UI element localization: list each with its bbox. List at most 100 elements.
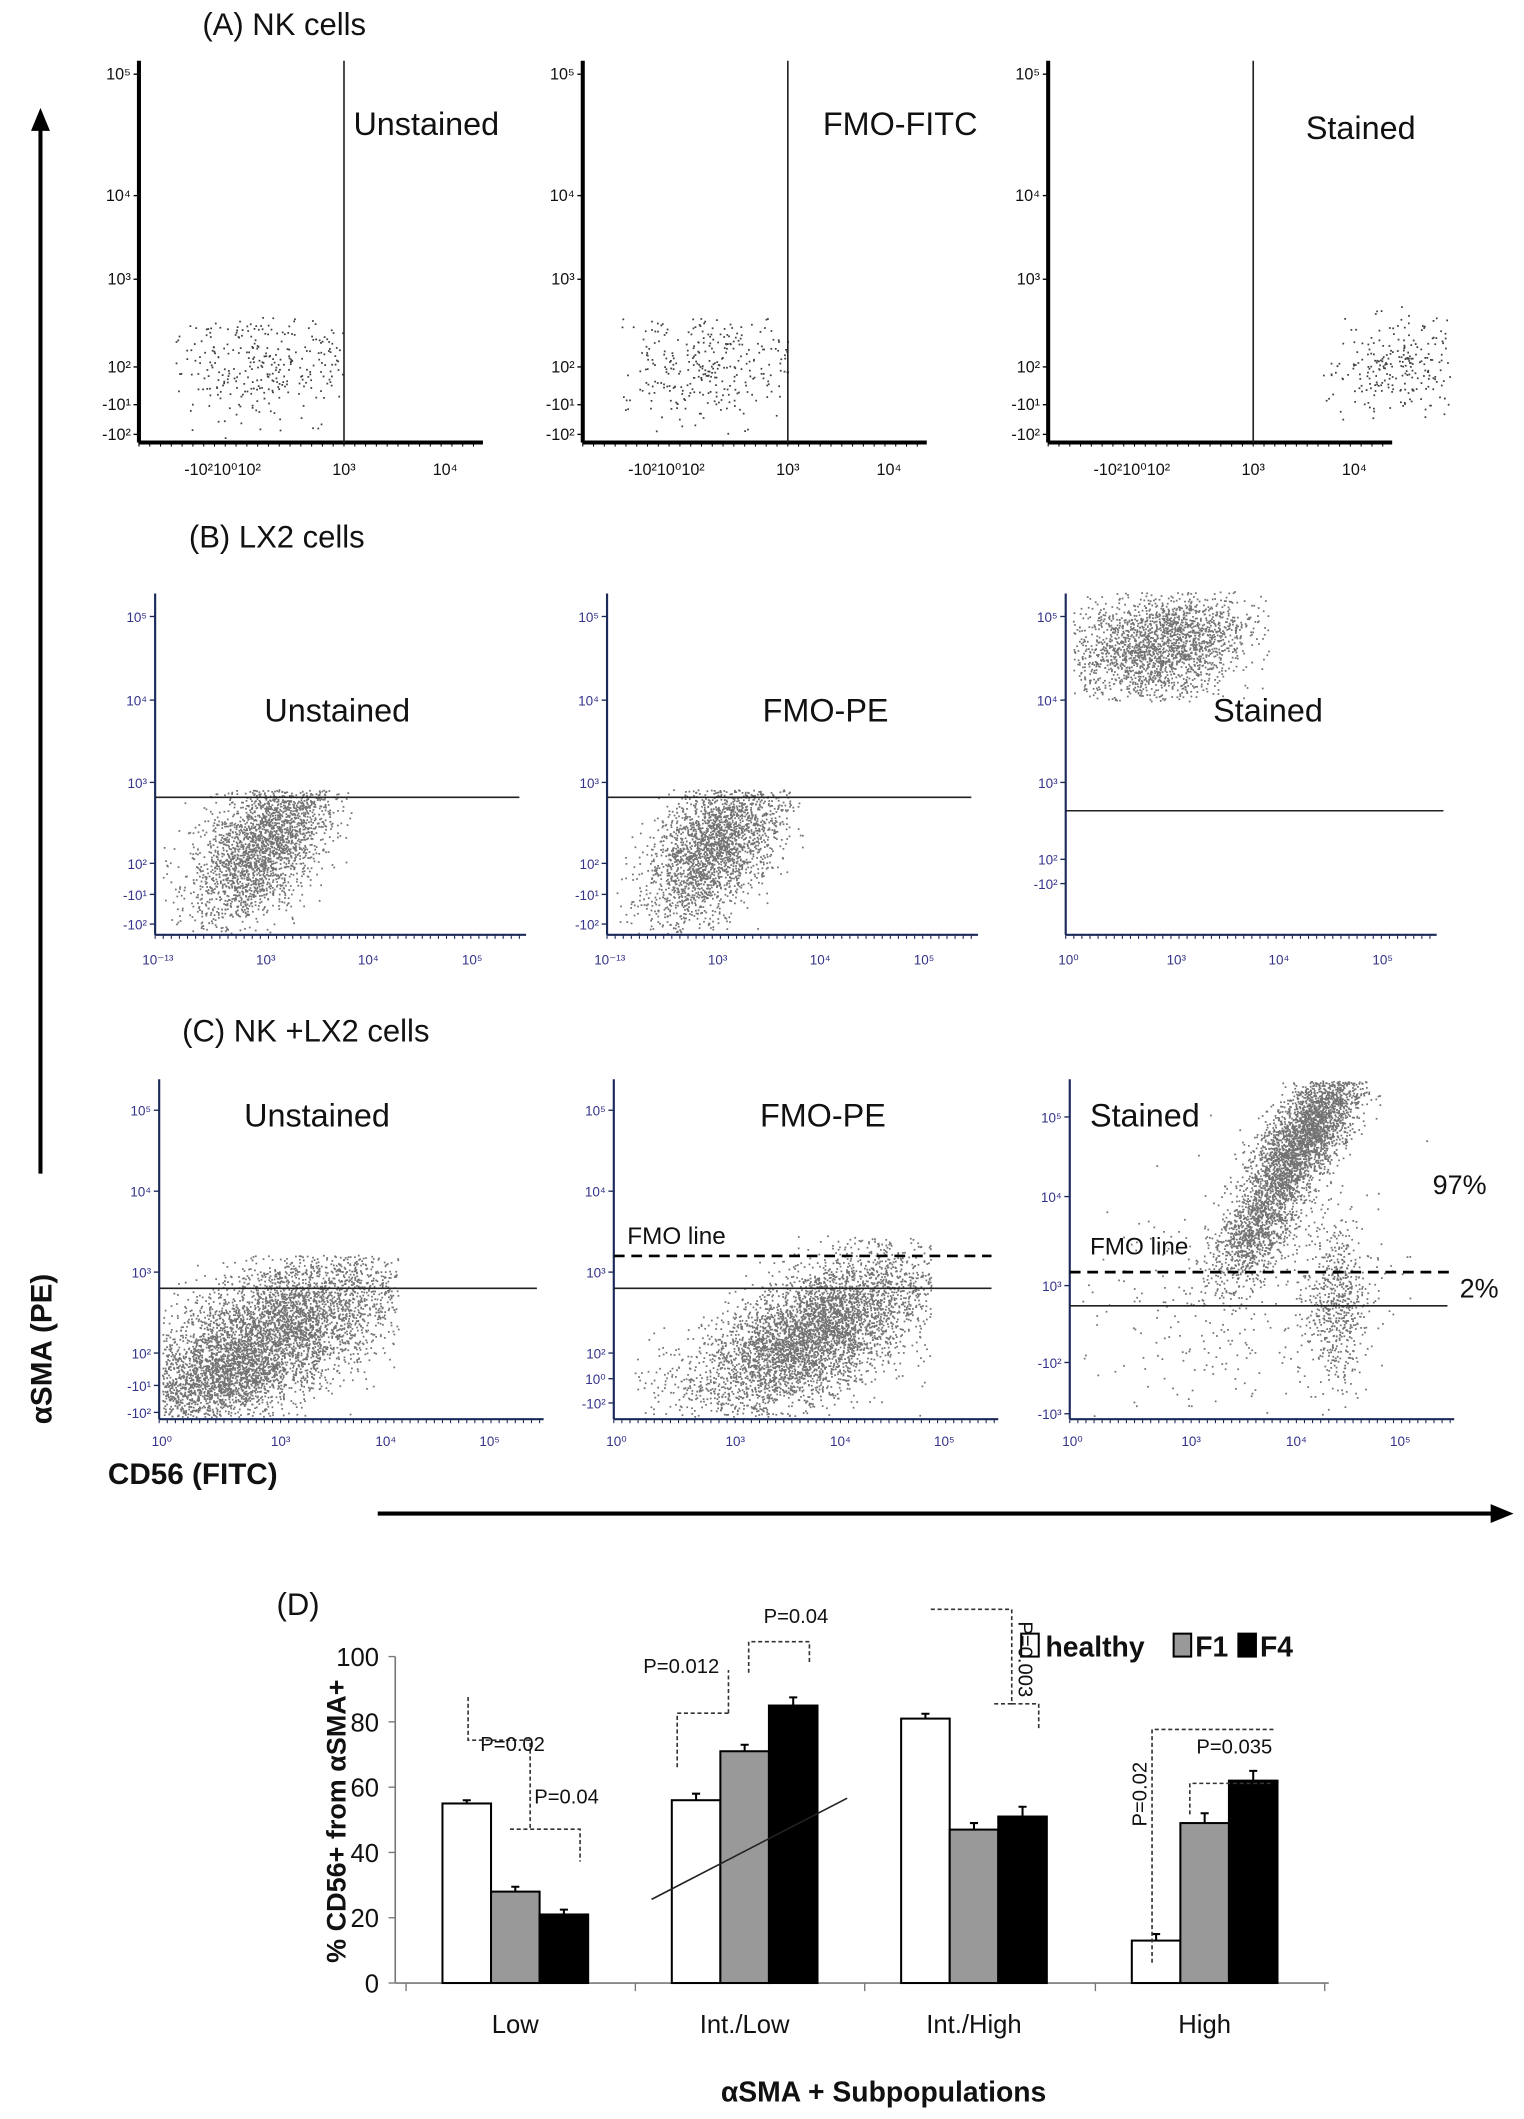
y-tick-label: 10⁵ bbox=[1041, 1110, 1062, 1125]
error-bar bbox=[969, 1822, 979, 1830]
significance-bracket bbox=[1189, 1782, 1274, 1815]
significance-bracket bbox=[1151, 1728, 1274, 1963]
stray-line bbox=[651, 1797, 848, 1901]
bar-y-tick-label: 60 bbox=[351, 1775, 380, 1803]
error-bar bbox=[1018, 1805, 1027, 1817]
y-tick-label: 10³ bbox=[107, 271, 131, 289]
y-tick-label: 10⁴ bbox=[130, 1185, 151, 1200]
fmo-line-label: FMO line bbox=[627, 1223, 725, 1250]
y-tick-label: -10² bbox=[575, 917, 599, 932]
x-tick-label: 10⁴ bbox=[375, 1434, 396, 1449]
y-tick-label: 10⁴ bbox=[1037, 694, 1058, 709]
y-tick-label: 10⁴ bbox=[578, 694, 599, 709]
panel-d-title: (D) bbox=[277, 1587, 320, 1622]
x-axis-title: CD56 (FITC) bbox=[108, 1458, 278, 1491]
bar-y-tick-label: 100 bbox=[336, 1644, 379, 1672]
y-tick-label: 10⁵ bbox=[1037, 610, 1058, 625]
error-bar bbox=[921, 1712, 930, 1719]
legend-swatch-f4 bbox=[1237, 1632, 1257, 1658]
panel-b-title: (B) LX2 cells bbox=[189, 520, 365, 555]
significance-bracket bbox=[747, 1640, 811, 1673]
bar-f4-0 bbox=[538, 1913, 590, 1985]
y-tick-label: 10² bbox=[107, 358, 131, 376]
y-tick-label: 10³ bbox=[132, 1266, 152, 1281]
error-bar bbox=[692, 1792, 701, 1801]
scatter-points bbox=[175, 317, 344, 439]
y-tick-label: 10⁴ bbox=[106, 187, 131, 205]
bar-healthy-0 bbox=[441, 1802, 493, 1985]
bar-category-label: Int./High bbox=[926, 2011, 1021, 2039]
y-tick-label: 10² bbox=[1038, 853, 1058, 868]
y-tick-label: 10⁰ bbox=[585, 1372, 605, 1387]
y-tick-label: -10² bbox=[127, 1406, 151, 1421]
y-tick-label: 10⁵ bbox=[578, 610, 599, 625]
plot-label: FMO-FITC bbox=[823, 106, 978, 142]
y-tick-label: 10² bbox=[586, 1346, 606, 1361]
y-tick-label: -10¹ bbox=[575, 888, 599, 903]
flow-plot-0-1: 10⁵ 10⁴ 10³ 10² -10¹ -10² -10²10⁰10² 10³ 10⁴ FMO-… bbox=[546, 60, 978, 479]
y-tick-label: -10¹ bbox=[102, 396, 131, 414]
y-tick-label: 10⁵ bbox=[585, 1104, 606, 1119]
scatter-points bbox=[1072, 591, 1270, 703]
p-value-label: P=0.012 bbox=[643, 1656, 719, 1678]
y-tick-label: -10² bbox=[102, 426, 131, 444]
error-bar bbox=[462, 1799, 471, 1804]
x-tick-label: 10⁵ bbox=[462, 953, 483, 968]
legend-label: F1 bbox=[1195, 1632, 1228, 1664]
y-tick-label: 10⁵ bbox=[106, 66, 131, 84]
plot-label: FMO-PE bbox=[763, 693, 889, 729]
y-tick-label: 10³ bbox=[1017, 271, 1041, 289]
y-tick-label: 10⁴ bbox=[1041, 1190, 1062, 1205]
x-tick-label: 10³ bbox=[1181, 1434, 1201, 1449]
y-tick-label: 10² bbox=[579, 857, 599, 872]
plot-label: Stained bbox=[1306, 110, 1416, 146]
flow-plot-1-2: 10⁵ 10⁴ 10³ 10² -10² 10⁰ 10³ 10⁴ 10⁵ Stained bbox=[1034, 591, 1444, 968]
scatter-points bbox=[1322, 306, 1451, 421]
y-tick-label: 10⁵ bbox=[1015, 66, 1040, 84]
bar-healthy-3 bbox=[1130, 1939, 1182, 1985]
x-tick-label: 10³ bbox=[271, 1434, 291, 1449]
y-tick-label: -10³ bbox=[1038, 1407, 1062, 1422]
plot-label: Unstained bbox=[353, 106, 499, 142]
x-tick-label: 10⁴ bbox=[1286, 1434, 1307, 1449]
y-tick-label: -10² bbox=[546, 426, 575, 444]
x-tick-label: 10⁰ bbox=[1062, 1434, 1082, 1449]
y-tick-label: 10² bbox=[551, 358, 575, 376]
flow-plot-2-1: 10⁵ 10⁴ 10³ 10² 10⁰ -10² 10⁰ 10³ 10⁴ 10⁵ FMO-PE FMO… bbox=[582, 1079, 999, 1449]
bar-y-tick-label: 40 bbox=[351, 1840, 380, 1868]
plot-label: Unstained bbox=[264, 693, 410, 729]
percent-above-label: 97% bbox=[1433, 1170, 1487, 1200]
y-tick-label: 10⁴ bbox=[585, 1185, 606, 1200]
bar-category-label: High bbox=[1178, 2011, 1231, 2039]
x-tick-label: 10⁵ bbox=[934, 1434, 955, 1449]
y-tick-label: 10³ bbox=[586, 1266, 606, 1281]
x-tick-label: 10⁵ bbox=[479, 1434, 500, 1449]
bar-y-tick-label: 80 bbox=[351, 1709, 380, 1737]
x-tick-label: 10⁴ bbox=[358, 953, 379, 968]
p-value-label: P=0.02 bbox=[480, 1734, 545, 1756]
bar-y-tick-label: 0 bbox=[365, 1970, 379, 1998]
y-axis-title: αSMA (PE) bbox=[25, 1274, 58, 1425]
y-tick-label: 10³ bbox=[579, 776, 599, 791]
scatter-points bbox=[162, 1254, 400, 1419]
flow-plot-0-0: 10⁵ 10⁴ 10³ 10² -10¹ -10² -10²10⁰10² 10³ 10⁴ Unst… bbox=[102, 60, 499, 479]
plot-label: Stained bbox=[1213, 693, 1323, 729]
x-tick-label: 10³ bbox=[708, 953, 728, 968]
error-bar bbox=[1200, 1812, 1209, 1824]
x-tick-label: 10⁴ bbox=[810, 953, 831, 968]
x-tick-label: 10⁴ bbox=[830, 1434, 851, 1449]
bar-healthy-2 bbox=[900, 1717, 951, 1985]
flow-plot-2-0: 10⁵ 10⁴ 10³ 10² -10¹ -10²10⁰ 10³ 10⁴ 10⁵ Unstaine… bbox=[127, 1079, 544, 1449]
legend-swatch-healthy bbox=[1020, 1632, 1040, 1658]
x-tick-label: 10⁵ bbox=[1390, 1434, 1411, 1449]
y-tick-label: -10² bbox=[582, 1396, 606, 1411]
y-tick-label: 10³ bbox=[551, 271, 575, 289]
bar-y-title: % CD56+ from αSMA+ bbox=[321, 1679, 351, 1962]
x-tick-label: 10⁰ bbox=[1058, 953, 1078, 968]
y-tick-label: -10¹ bbox=[546, 396, 575, 414]
fmo-line-label: FMO line bbox=[1090, 1234, 1188, 1261]
p-value-label: P=0.02 bbox=[1130, 1762, 1152, 1827]
bar-x-title: αSMA + Subpopulations bbox=[721, 2077, 1046, 2109]
legend-swatch-f1 bbox=[1172, 1632, 1193, 1658]
